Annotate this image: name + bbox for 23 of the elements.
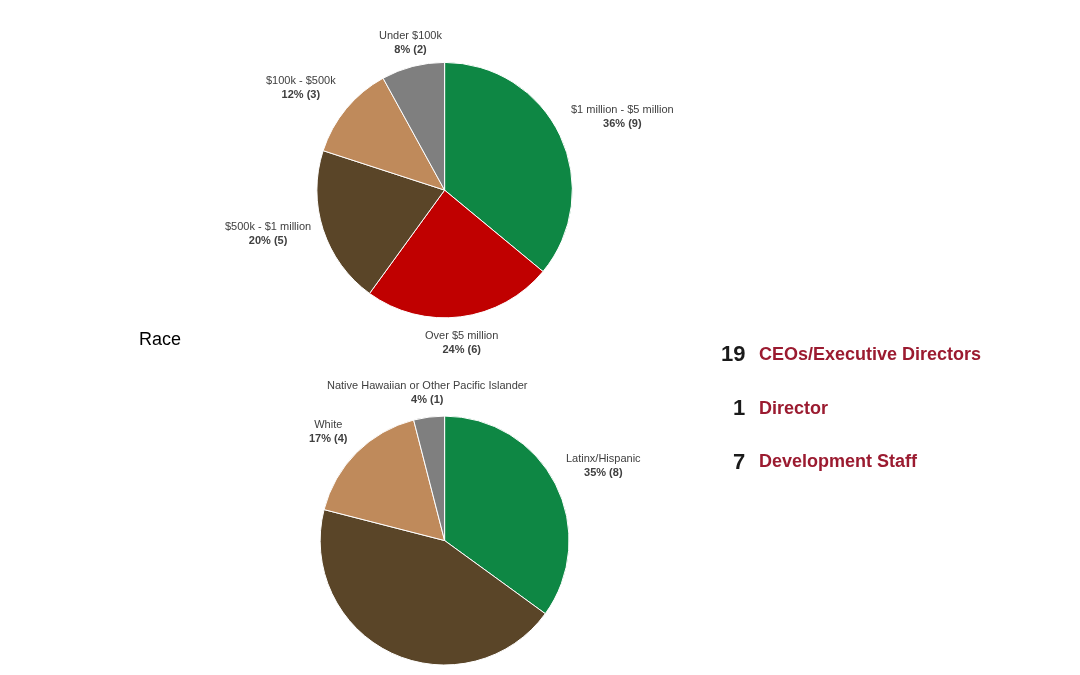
slice-label: Native Hawaiian or Other Pacific Islander [327,379,528,391]
slice-label: Under $100k [379,29,443,41]
slice-label: Latinx/Hispanic [566,452,642,464]
slice-label: $1 million - $5 million [571,103,674,115]
data-label: 7 [733,449,746,474]
data-label: 12% (3) [281,88,321,101]
slice-label: White [314,418,343,430]
data-label: 20% (5) [248,234,288,247]
data-label: 17% (4) [309,432,348,445]
data-label: 36% (9) [603,117,642,130]
slice-label: Over $5 million [425,329,499,341]
slice-label: $500k - $1 million [225,220,312,232]
slice-label: $100k - $500k [266,74,337,86]
data-label: 1 [733,395,746,420]
category-label: CEOs/Executive Directors [759,344,982,364]
text: Race [139,329,182,349]
category-label: Development Staff [759,451,919,471]
data-label: 4% (1) [411,393,444,406]
data-label: 8% (2) [394,43,428,56]
category-label: Director [759,398,829,418]
data-label: 35% (8) [584,466,623,479]
data-label: 24% (6) [442,343,482,356]
data-label: 19 [721,341,746,366]
